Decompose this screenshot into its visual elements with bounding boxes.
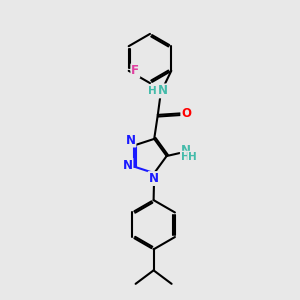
Text: O: O [181, 107, 191, 120]
Text: F: F [131, 64, 139, 77]
Text: N: N [181, 143, 191, 157]
Text: H: H [188, 152, 197, 162]
Text: N: N [122, 159, 133, 172]
Text: N: N [158, 84, 168, 98]
Text: H: H [182, 152, 190, 162]
Text: H: H [148, 86, 157, 96]
Text: N: N [125, 134, 136, 146]
Text: N: N [148, 172, 159, 185]
